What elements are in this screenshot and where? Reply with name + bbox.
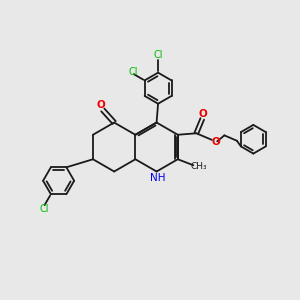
Text: O: O: [211, 137, 220, 147]
Text: Cl: Cl: [39, 204, 49, 214]
Text: O: O: [199, 109, 207, 119]
Text: Cl: Cl: [128, 67, 138, 77]
Text: O: O: [97, 100, 106, 110]
Text: CH₃: CH₃: [190, 162, 207, 171]
Text: NH: NH: [150, 173, 166, 183]
Text: Cl: Cl: [153, 50, 163, 60]
